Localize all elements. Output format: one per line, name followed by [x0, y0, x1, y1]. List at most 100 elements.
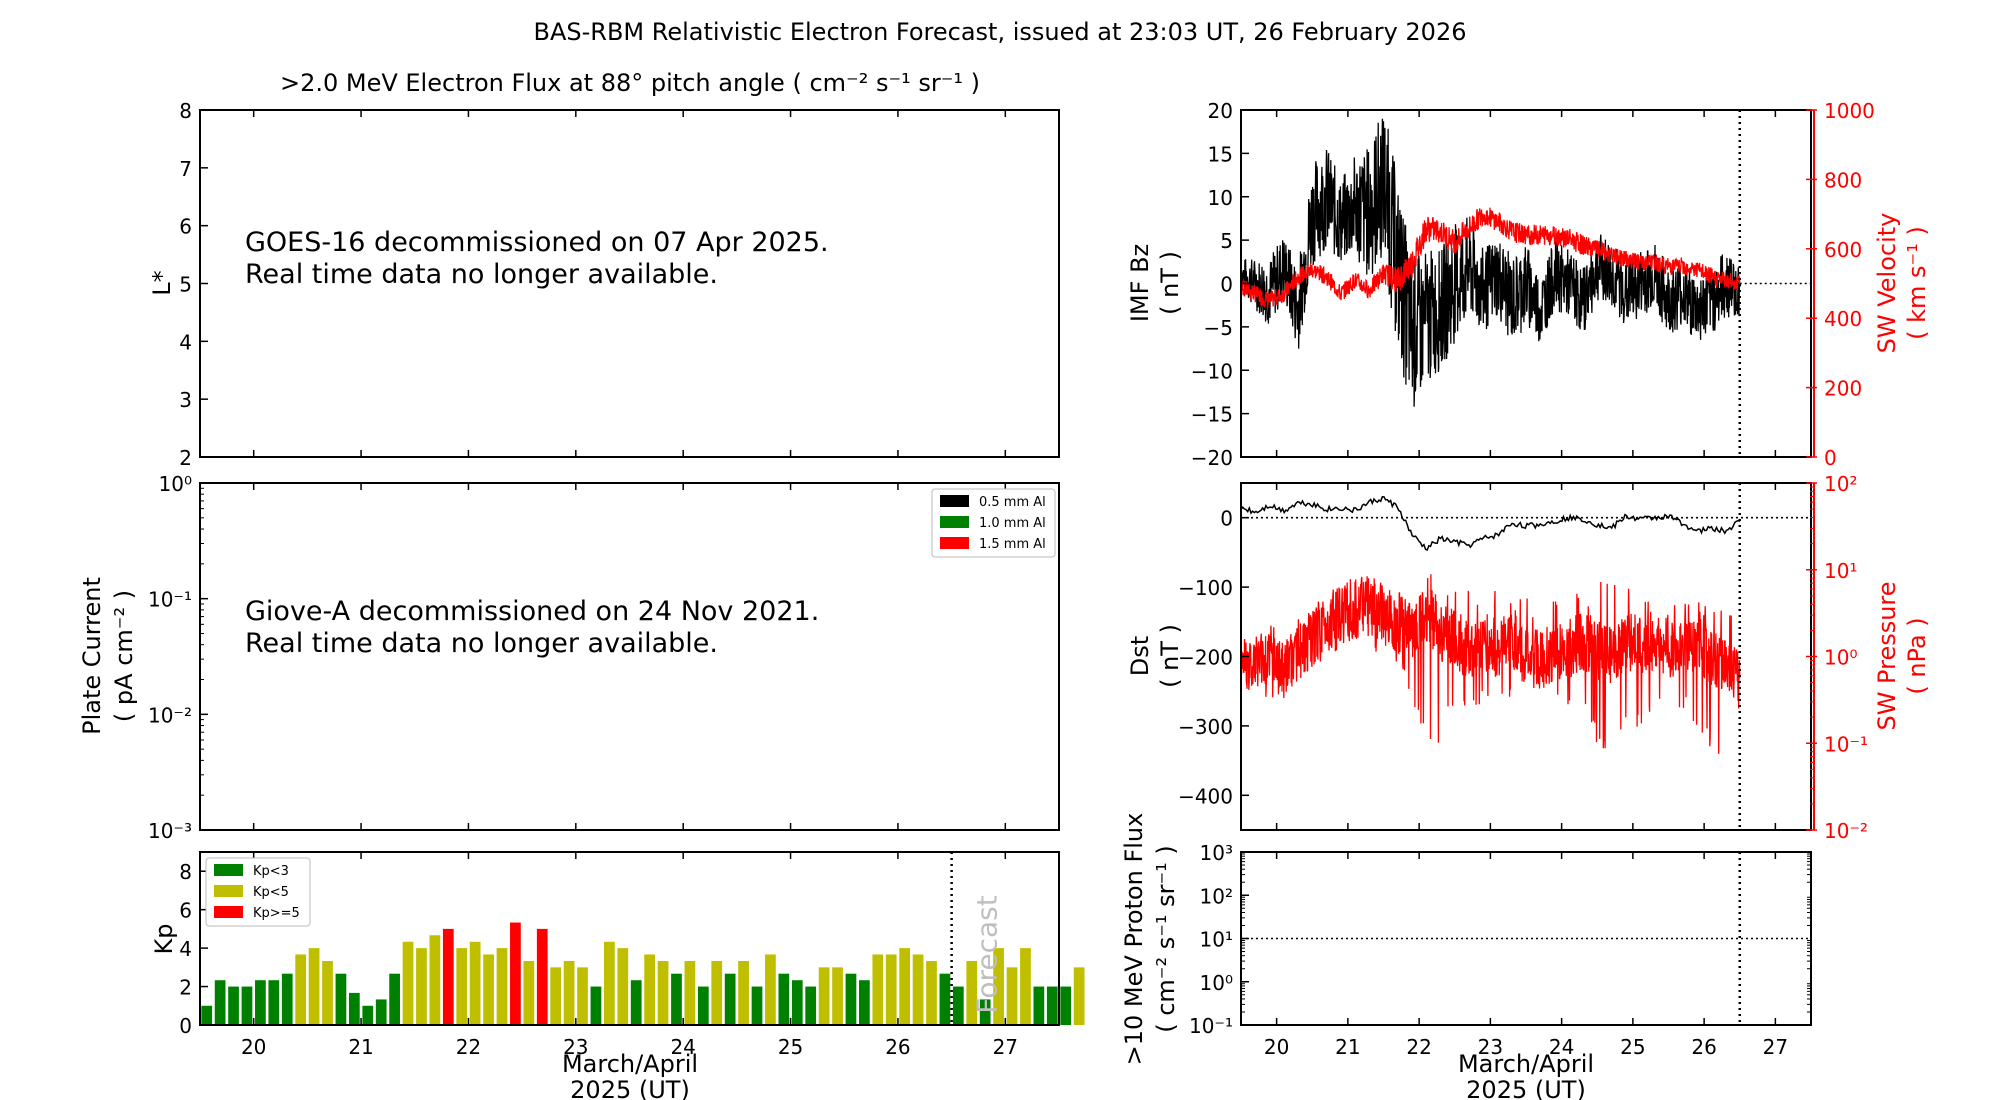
x-tick-label: 25: [1620, 1035, 1645, 1059]
imf-traces: [1240, 118, 1741, 407]
kp-bar: [671, 973, 682, 1025]
y-tick-label: 6: [179, 215, 192, 239]
y2-tick-label: 0: [1824, 446, 1837, 470]
kp-bar: [765, 954, 776, 1025]
kp-bar: [510, 922, 521, 1025]
x-tick-label: 27: [1763, 1035, 1788, 1059]
y-tick-label: 10⁻¹: [148, 588, 192, 612]
x-tick-label: 24: [1549, 1035, 1574, 1059]
imf-y-label-line2: ( nT ): [1156, 251, 1184, 315]
y-tick-label: 4: [179, 330, 192, 354]
x-tick-label: 25: [778, 1035, 803, 1059]
kp-legend-label-mid: Kp<5: [253, 885, 289, 900]
kp-bar: [738, 960, 749, 1025]
y-tick-label: 0: [179, 1014, 192, 1038]
dst-traces: [1240, 496, 1741, 754]
kp-x-label-line1: March/April: [562, 1050, 698, 1078]
kp-bar: [563, 960, 575, 1025]
kp-legend-label-low: Kp<3: [253, 864, 289, 879]
kp-bar: [885, 954, 897, 1025]
y-tick-label: 10¹: [1200, 928, 1233, 952]
y-tick-label: 10⁰: [1200, 971, 1233, 995]
y-tick-label: 20: [1208, 99, 1233, 123]
kp-bar: [362, 1005, 374, 1025]
kp-bar: [496, 948, 508, 1025]
kp-bar: [697, 986, 709, 1025]
kp-bar: [832, 967, 843, 1025]
kp-bar: [859, 980, 870, 1025]
y-tick-label: −400: [1178, 784, 1233, 808]
y2-tick-label: 10²: [1824, 472, 1857, 496]
proton-x-label-line2: 2025 (UT): [1466, 1076, 1586, 1100]
kp-bar: [603, 941, 615, 1025]
kp-bar: [295, 954, 307, 1025]
x-tick-label: 20: [241, 1035, 266, 1059]
kp-legend-swatch-low: [214, 864, 243, 876]
y-tick-label: 8: [179, 860, 192, 884]
y2-tick-label: 1000: [1824, 99, 1875, 123]
y-tick-label: 4: [179, 937, 192, 961]
proton-y-ticks: 10⁻¹ 10⁰ 10¹ 10² 10³: [1189, 841, 1811, 1038]
kp-bar: [926, 960, 937, 1025]
kp-bar: [1073, 967, 1085, 1025]
x-tick-label: 26: [885, 1035, 910, 1059]
y-tick-label: 15: [1208, 142, 1233, 166]
plate-current-legend: 0.5 mm Al 1.0 mm Al 1.5 mm Al: [931, 488, 1056, 558]
y-tick-label: −200: [1178, 646, 1233, 670]
plate-current-axes: [199, 482, 1060, 831]
plate-current-panel: 10⁻³ 10⁻² 10⁻¹ 10⁰ Plate Current ( pA cm⁻² …: [78, 472, 1060, 843]
legend-swatch-2: [940, 537, 969, 549]
kp-bar: [308, 948, 320, 1025]
kp-legend-swatch-mid: [214, 885, 243, 897]
y-tick-label: −15: [1191, 403, 1233, 427]
proton-y-label-line1: >10 MeV Proton Flux: [1120, 813, 1148, 1066]
kp-bar: [657, 960, 669, 1025]
proton-x-ticks: 20 21 22 23 24 25 26 27: [1264, 852, 1788, 1059]
y-tick-label: 6: [179, 899, 192, 923]
kp-axes: [199, 851, 1060, 1026]
forecast-label: Forecast: [971, 895, 1004, 1014]
y-tick-label: −100: [1178, 576, 1233, 600]
proton-y-label-line2: ( cm⁻² s⁻¹ sr⁻¹ ): [1152, 845, 1180, 1033]
kp-bar: [577, 967, 588, 1025]
kp-x-ticks: 20 21 22 23 24 25 26 27: [241, 852, 1018, 1059]
goes-note-line2: Real time data no longer available.: [245, 259, 718, 290]
electron-flux-y-ticks: 2 3 4 5 6 7 8: [179, 99, 208, 470]
kp-bar: [979, 999, 991, 1025]
sw-velocity-y-label-line2: ( km s⁻¹ ): [1903, 226, 1931, 340]
kp-bar: [255, 980, 266, 1025]
y-tick-label: 8: [179, 99, 192, 123]
kp-bar: [805, 986, 817, 1025]
sw-velocity-trace: [1240, 207, 1741, 308]
kp-bar: [1060, 986, 1072, 1025]
y-tick-label: 10⁻²: [148, 703, 192, 727]
x-tick-label: 20: [1264, 1035, 1289, 1059]
imf-panel: −20 −15 −10 −5 0 5 10 15 20 0 200 400 600 800 1000 IM…: [1126, 99, 1931, 470]
electron-flux-panel: >2.0 MeV Electron Flux at 88° pitch angl…: [148, 69, 1060, 470]
kp-bar: [335, 973, 347, 1025]
kp-bar: [778, 973, 790, 1025]
electron-flux-x-ticks: [252, 110, 1007, 457]
dst-y-ticks: −400 −300 −200 −100 0: [1178, 507, 1249, 808]
proton-x-label-line1: March/April: [1458, 1050, 1594, 1078]
imf-x-ticks: [1275, 110, 1777, 457]
kp-bar: [483, 954, 494, 1025]
kp-legend: Kp<3 Kp<5 Kp>=5: [205, 857, 311, 927]
kp-bar: [523, 960, 535, 1025]
x-tick-label: 27: [993, 1035, 1018, 1059]
x-tick-label: 21: [348, 1035, 373, 1059]
kp-bar: [241, 986, 253, 1025]
sw-pressure-trace: [1240, 574, 1741, 754]
x-tick-label: 24: [670, 1035, 695, 1059]
sw-velocity-y-label-line1: SW Velocity: [1873, 213, 1901, 354]
kp-bar: [416, 948, 427, 1025]
kp-bar: [711, 960, 723, 1025]
kp-x-label-line2: 2025 (UT): [570, 1076, 690, 1100]
x-tick-label: 23: [1478, 1035, 1503, 1059]
kp-bar: [281, 973, 293, 1025]
legend-label-2: 1.5 mm Al: [979, 537, 1046, 552]
kp-bar: [429, 935, 441, 1025]
electron-flux-y-label: L*: [148, 270, 176, 295]
